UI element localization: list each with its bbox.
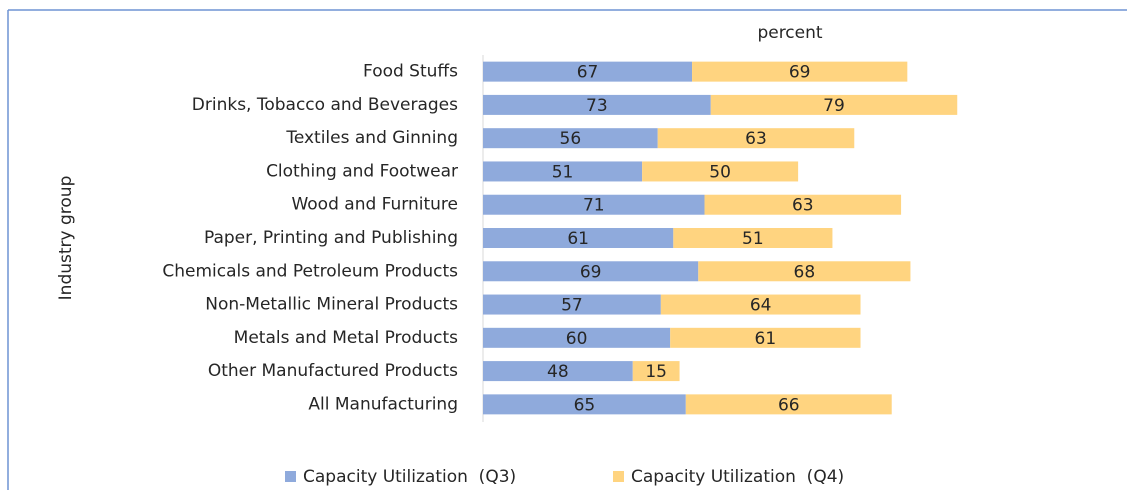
x-axis-label: percent [757,23,822,43]
legend-label: Capacity Utilization (Q4) [631,467,844,487]
y-tick-label: Non-Metallic Mineral Products [205,295,458,315]
data-label: 50 [709,162,731,182]
y-tick-label: Drinks, Tobacco and Beverages [192,95,458,115]
y-tick-label: All Manufacturing [308,394,458,414]
data-label: 61 [567,229,589,249]
bar-segment [698,261,911,282]
bar-segment [483,228,674,248]
y-tick-label: Food Stuffs [363,62,458,82]
bar-segment [483,194,705,215]
data-label: 60 [566,329,588,349]
bar-segment [483,294,661,315]
y-tick-label: Other Manufactured Products [208,361,458,381]
bar-segment [657,128,855,149]
bar-segment [483,361,633,382]
legend-swatch [285,471,296,482]
data-label: 56 [560,129,582,149]
legend-label: Capacity Utilization (Q3) [303,467,516,487]
data-label: 79 [823,96,845,116]
bar-segment [685,394,892,415]
bar-segment [483,161,643,182]
data-label: 73 [586,96,608,116]
bar-segment [483,94,711,115]
bar-segment [483,61,693,82]
bar-segment [704,194,902,215]
data-label: 61 [755,329,777,349]
bar-segment [670,327,861,348]
bar-segment [483,394,686,415]
bar-segment [632,361,680,382]
data-label: 65 [574,395,596,415]
bar-segment [483,327,671,348]
data-label: 57 [561,296,583,316]
data-label: 48 [547,362,569,382]
data-label: 69 [789,63,811,83]
y-tick-label: Metals and Metal Products [234,328,458,348]
bar-segment [483,261,699,282]
data-label: 69 [580,262,602,282]
data-label: 66 [778,395,800,415]
bar-segment [483,128,658,149]
data-label: 64 [750,296,772,316]
data-label: 63 [745,129,767,149]
y-tick-label: Wood and Furniture [291,195,458,215]
y-tick-label: Clothing and Footwear [266,161,458,181]
bar-segment [692,61,908,82]
data-label: 15 [645,362,667,382]
legend-swatch [613,471,624,482]
data-label: 67 [577,63,599,83]
data-label: 51 [742,229,764,249]
y-axis-label: Industry group [56,176,76,301]
data-label: 68 [794,262,816,282]
y-tick-label: Paper, Printing and Publishing [204,228,458,248]
data-label: 71 [583,196,605,216]
data-label: 51 [552,162,574,182]
data-label: 63 [792,196,814,216]
bar-segment [660,294,861,315]
bar-segment [673,228,833,248]
y-tick-label: Chemicals and Petroleum Products [162,261,458,281]
bar-segment [642,161,799,182]
y-tick-label: Textiles and Ginning [285,128,458,148]
bar-segment [710,94,958,115]
